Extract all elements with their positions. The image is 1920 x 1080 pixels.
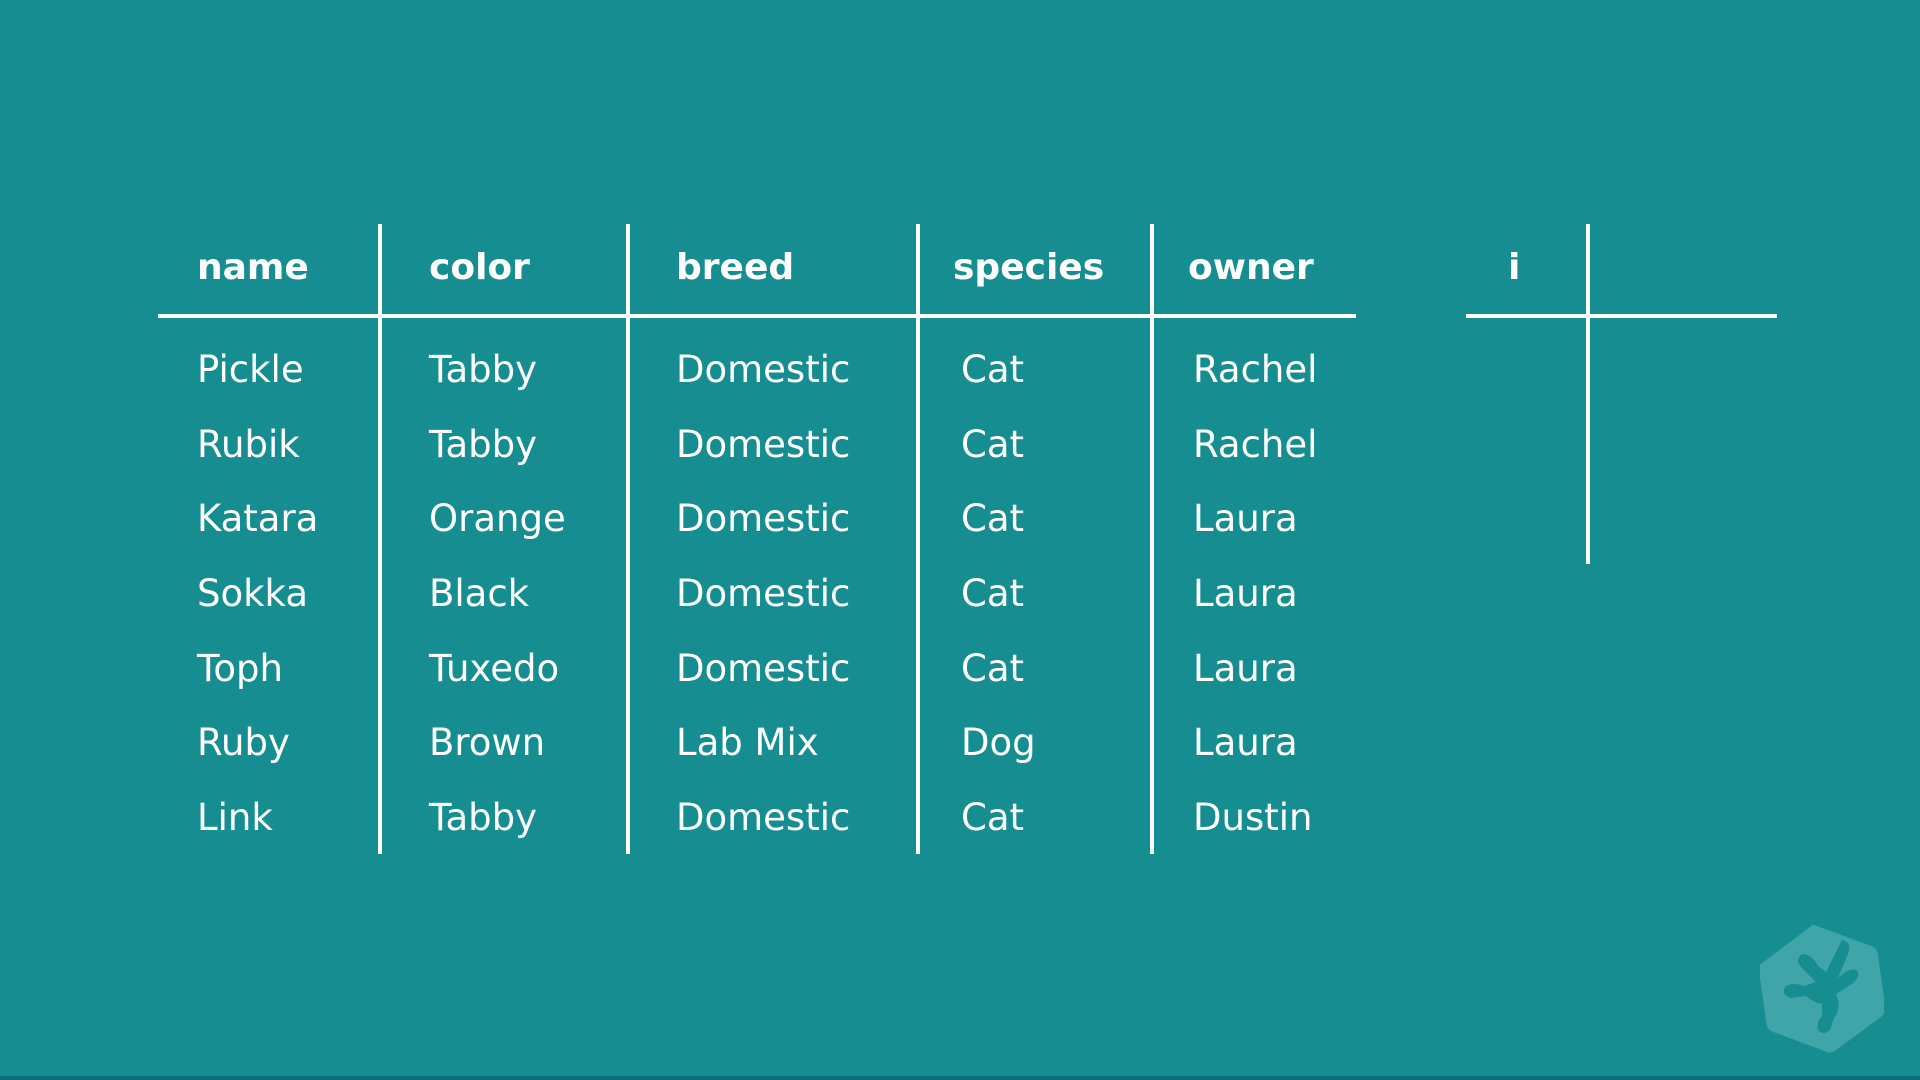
column-divider: [378, 224, 382, 854]
table-cell-species: Cat: [961, 497, 1025, 540]
column-header-breed: breed: [676, 247, 795, 288]
table-cell-species: Cat: [961, 796, 1025, 839]
table-cell-color: Tabby: [429, 796, 538, 839]
table-cell-owner: Laura: [1193, 497, 1298, 540]
table-cell-breed: Domestic: [676, 647, 851, 690]
header-divider: [158, 314, 1356, 318]
table-cell-species: Cat: [961, 348, 1025, 391]
column-header-name: name: [197, 247, 309, 288]
column-header-owner: owner: [1188, 247, 1314, 288]
table-cell-species: Cat: [961, 572, 1025, 615]
column-header-species: species: [953, 247, 1105, 288]
table-cell-name: Toph: [197, 647, 283, 690]
treehouse-logo-icon: [1760, 924, 1884, 1053]
table-cell-owner: Laura: [1193, 647, 1298, 690]
table-cell-species: Dog: [961, 721, 1036, 764]
index-header-divider: [1466, 314, 1777, 318]
table-cell-breed: Domestic: [676, 572, 851, 615]
table-cell-color: Orange: [429, 497, 566, 540]
column-divider: [626, 224, 630, 854]
table-cell-owner: Laura: [1193, 721, 1298, 764]
table-cell-name: Rubik: [197, 423, 300, 466]
column-divider: [1150, 224, 1154, 854]
table-cell-name: Sokka: [197, 572, 308, 615]
table-cell-color: Brown: [429, 721, 546, 764]
table-cell-species: Cat: [961, 423, 1025, 466]
table-cell-name: Link: [197, 796, 273, 839]
index-column-divider: [1586, 224, 1590, 564]
table-cell-breed: Domestic: [676, 796, 851, 839]
table-cell-breed: Domestic: [676, 423, 851, 466]
table-cell-owner: Dustin: [1193, 796, 1313, 839]
table-cell-color: Black: [429, 572, 530, 615]
table-cell-breed: Domestic: [676, 497, 851, 540]
table-cell-breed: Lab Mix: [676, 721, 819, 764]
column-header-color: color: [429, 247, 530, 288]
table-cell-color: Tabby: [429, 423, 538, 466]
table-cell-color: Tuxedo: [429, 647, 560, 690]
table-cell-name: Katara: [197, 497, 319, 540]
table-cell-owner: Laura: [1193, 572, 1298, 615]
table-cell-species: Cat: [961, 647, 1025, 690]
table-cell-color: Tabby: [429, 348, 538, 391]
table-cell-breed: Domestic: [676, 348, 851, 391]
table-cell-owner: Rachel: [1193, 348, 1318, 391]
column-divider: [916, 224, 920, 854]
table-cell-owner: Rachel: [1193, 423, 1318, 466]
table-cell-name: Pickle: [197, 348, 304, 391]
index-header: i: [1508, 247, 1521, 288]
table-cell-name: Ruby: [197, 721, 290, 764]
bottom-strip: [0, 1076, 1920, 1080]
